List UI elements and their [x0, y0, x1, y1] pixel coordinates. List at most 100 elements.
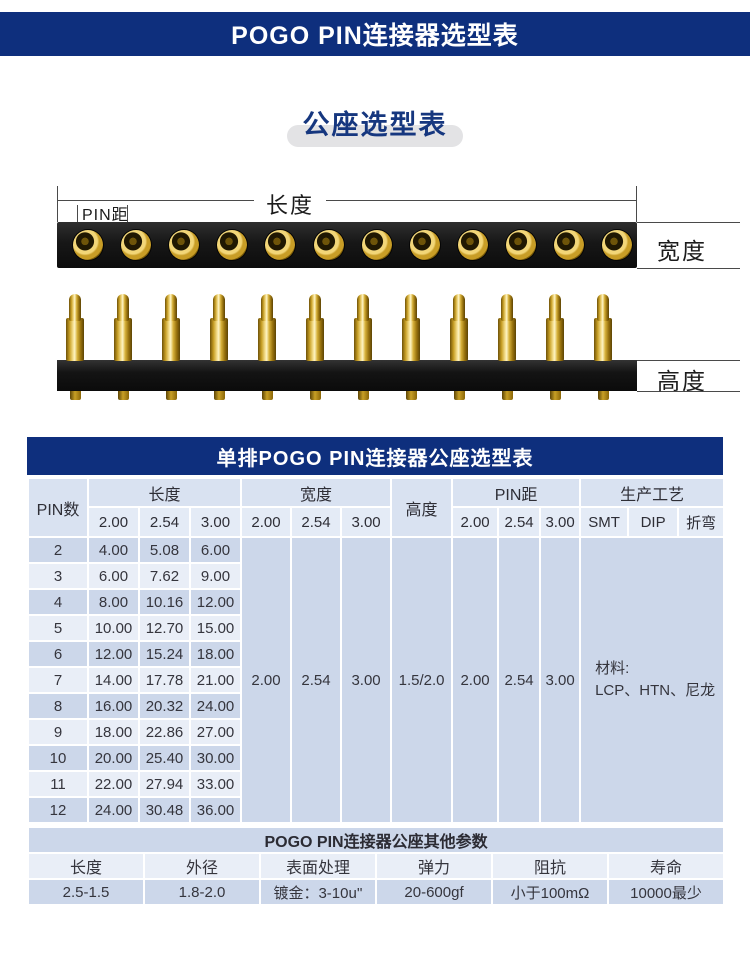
pogo-pin-tail	[357, 391, 369, 400]
width-dim-line-top	[637, 222, 740, 223]
pogo-pin-top-view	[265, 230, 296, 260]
length-cell: 17.78	[138, 666, 191, 694]
table-row: 7 14.00 17.78 21.00	[27, 666, 724, 694]
pogo-pin-tail	[165, 391, 177, 400]
length-cell: 21.00	[188, 666, 243, 694]
pin-count-cell: 7	[27, 666, 89, 694]
pogo-pin-top-view	[505, 230, 536, 260]
length-cell: 22.00	[87, 770, 140, 798]
pogo-pin-barrel	[354, 318, 372, 361]
pogo-pin-top-view	[409, 230, 440, 260]
connector-housing-side-view	[57, 360, 637, 391]
pin-count-cell: 11	[27, 770, 89, 798]
col-header-pin-count: PIN数	[27, 477, 89, 538]
pin-count-cell: 10	[27, 744, 89, 772]
length-cell: 12.00	[188, 588, 243, 616]
pin-count-cell: 3	[27, 562, 89, 590]
params-header: 弹力	[375, 852, 493, 880]
pogo-pin-tail	[69, 391, 81, 400]
length-dim-tick-left	[57, 186, 58, 222]
section-title: 公座选型表	[0, 103, 750, 151]
col-header-length: 长度	[86, 477, 243, 508]
params-header-row: 长度 外径 表面处理 弹力 阻抗 寿命	[27, 852, 726, 880]
params-header: 寿命	[606, 852, 726, 880]
connector-top-view-figure: 长度 PIN距 宽度	[0, 178, 750, 290]
selection-table: PIN数 长度 宽度 高度 PIN距 生产工艺 2.00 2.54 3.00 2…	[27, 477, 726, 824]
table-row: 12 24.00 30.48 36.00	[27, 796, 724, 824]
material-merged-cell: 材料: LCP、HTN、尼龙	[579, 536, 726, 824]
length-cell: 18.00	[87, 718, 140, 746]
pogo-pin-top-view	[361, 230, 392, 260]
pitch-merged-cell: 2.00	[451, 536, 500, 824]
pin-count-cell: 6	[27, 640, 89, 668]
sub-header: 2.54	[290, 506, 343, 538]
pogo-pin-tip	[309, 294, 321, 321]
params-value: 2.5-1.5	[27, 878, 145, 906]
pin-count-cell: 2	[27, 536, 89, 564]
length-cell: 5.08	[138, 536, 191, 564]
params-title: POGO PIN连接器公座其他参数	[26, 826, 726, 854]
pogo-pin-tip	[165, 294, 177, 321]
pogo-pin-top-view	[554, 230, 584, 260]
length-cell: 7.62	[138, 562, 191, 590]
pogo-pin-top-view	[121, 230, 152, 260]
params-title-row: POGO PIN连接器公座其他参数	[26, 826, 726, 854]
length-cell: 4.00	[87, 536, 140, 564]
length-cell: 24.00	[188, 692, 243, 720]
length-cell: 36.00	[188, 796, 243, 824]
table-row: 11 22.00 27.94 33.00	[27, 770, 724, 798]
length-cell: 9.00	[188, 562, 243, 590]
length-cell: 22.86	[138, 718, 191, 746]
pogo-pin-tail	[261, 391, 273, 400]
col-header-pitch: PIN距	[451, 477, 582, 508]
table-row: 4 8.00 10.16 12.00	[27, 588, 724, 616]
length-cell: 15.24	[138, 640, 191, 668]
page-title-banner: POGO PIN连接器选型表	[0, 12, 750, 56]
params-value: 小于100mΩ	[491, 878, 609, 906]
pin-count-cell: 9	[27, 718, 89, 746]
length-cell: 12.70	[138, 614, 191, 642]
length-cell: 10.00	[87, 614, 140, 642]
col-header-height: 高度	[390, 477, 454, 538]
pogo-pin-top-view	[457, 230, 488, 260]
pogo-pin-tail	[309, 391, 321, 400]
params-value: 镀金：3-10u''	[259, 878, 377, 906]
pogo-pin-tip	[549, 294, 561, 321]
length-cell: 20.32	[138, 692, 191, 720]
table-row: 6 12.00 15.24 18.00	[27, 640, 724, 668]
pogo-pin-top-view	[169, 230, 200, 260]
pogo-pin-barrel	[402, 318, 420, 361]
height-dim-line-bottom	[637, 391, 740, 392]
length-cell: 16.00	[87, 692, 140, 720]
pogo-pin-tip	[117, 294, 129, 321]
pogo-pin-top-view	[73, 230, 103, 260]
height-merged-cell: 1.5/2.0	[390, 536, 454, 824]
width-merged-cell: 3.00	[340, 536, 393, 824]
table-row: 8 16.00 20.32 24.00	[27, 692, 724, 720]
length-cell: 25.40	[138, 744, 191, 772]
pogo-pin-tip	[213, 294, 225, 321]
params-header: 阻抗	[491, 852, 609, 880]
material-value: LCP、HTN、尼龙	[595, 682, 716, 699]
pitch-dim-label: PIN距	[82, 207, 129, 224]
length-cell: 12.00	[87, 640, 140, 668]
sub-header: DIP	[627, 506, 680, 538]
pogo-pin-barrel	[306, 318, 324, 361]
pogo-pin-tip	[501, 294, 513, 321]
length-cell: 27.94	[138, 770, 191, 798]
length-cell: 18.00	[188, 640, 243, 668]
length-cell: 30.48	[138, 796, 191, 824]
pogo-pin-tip	[69, 294, 81, 321]
params-value: 1.8-2.0	[143, 878, 261, 906]
other-params-table: POGO PIN连接器公座其他参数 长度 外径 表面处理 弹力 阻抗 寿命 2.…	[26, 826, 726, 906]
pogo-pin-tip	[597, 294, 609, 321]
sub-header: 3.00	[188, 506, 243, 538]
sub-header: 2.54	[138, 506, 191, 538]
params-header: 长度	[27, 852, 145, 880]
length-cell: 6.00	[188, 536, 243, 564]
sub-header: 3.00	[539, 506, 582, 538]
pogo-pin-barrel	[258, 318, 276, 361]
length-cell: 14.00	[87, 666, 140, 694]
length-cell: 33.00	[188, 770, 243, 798]
length-cell: 6.00	[87, 562, 140, 590]
